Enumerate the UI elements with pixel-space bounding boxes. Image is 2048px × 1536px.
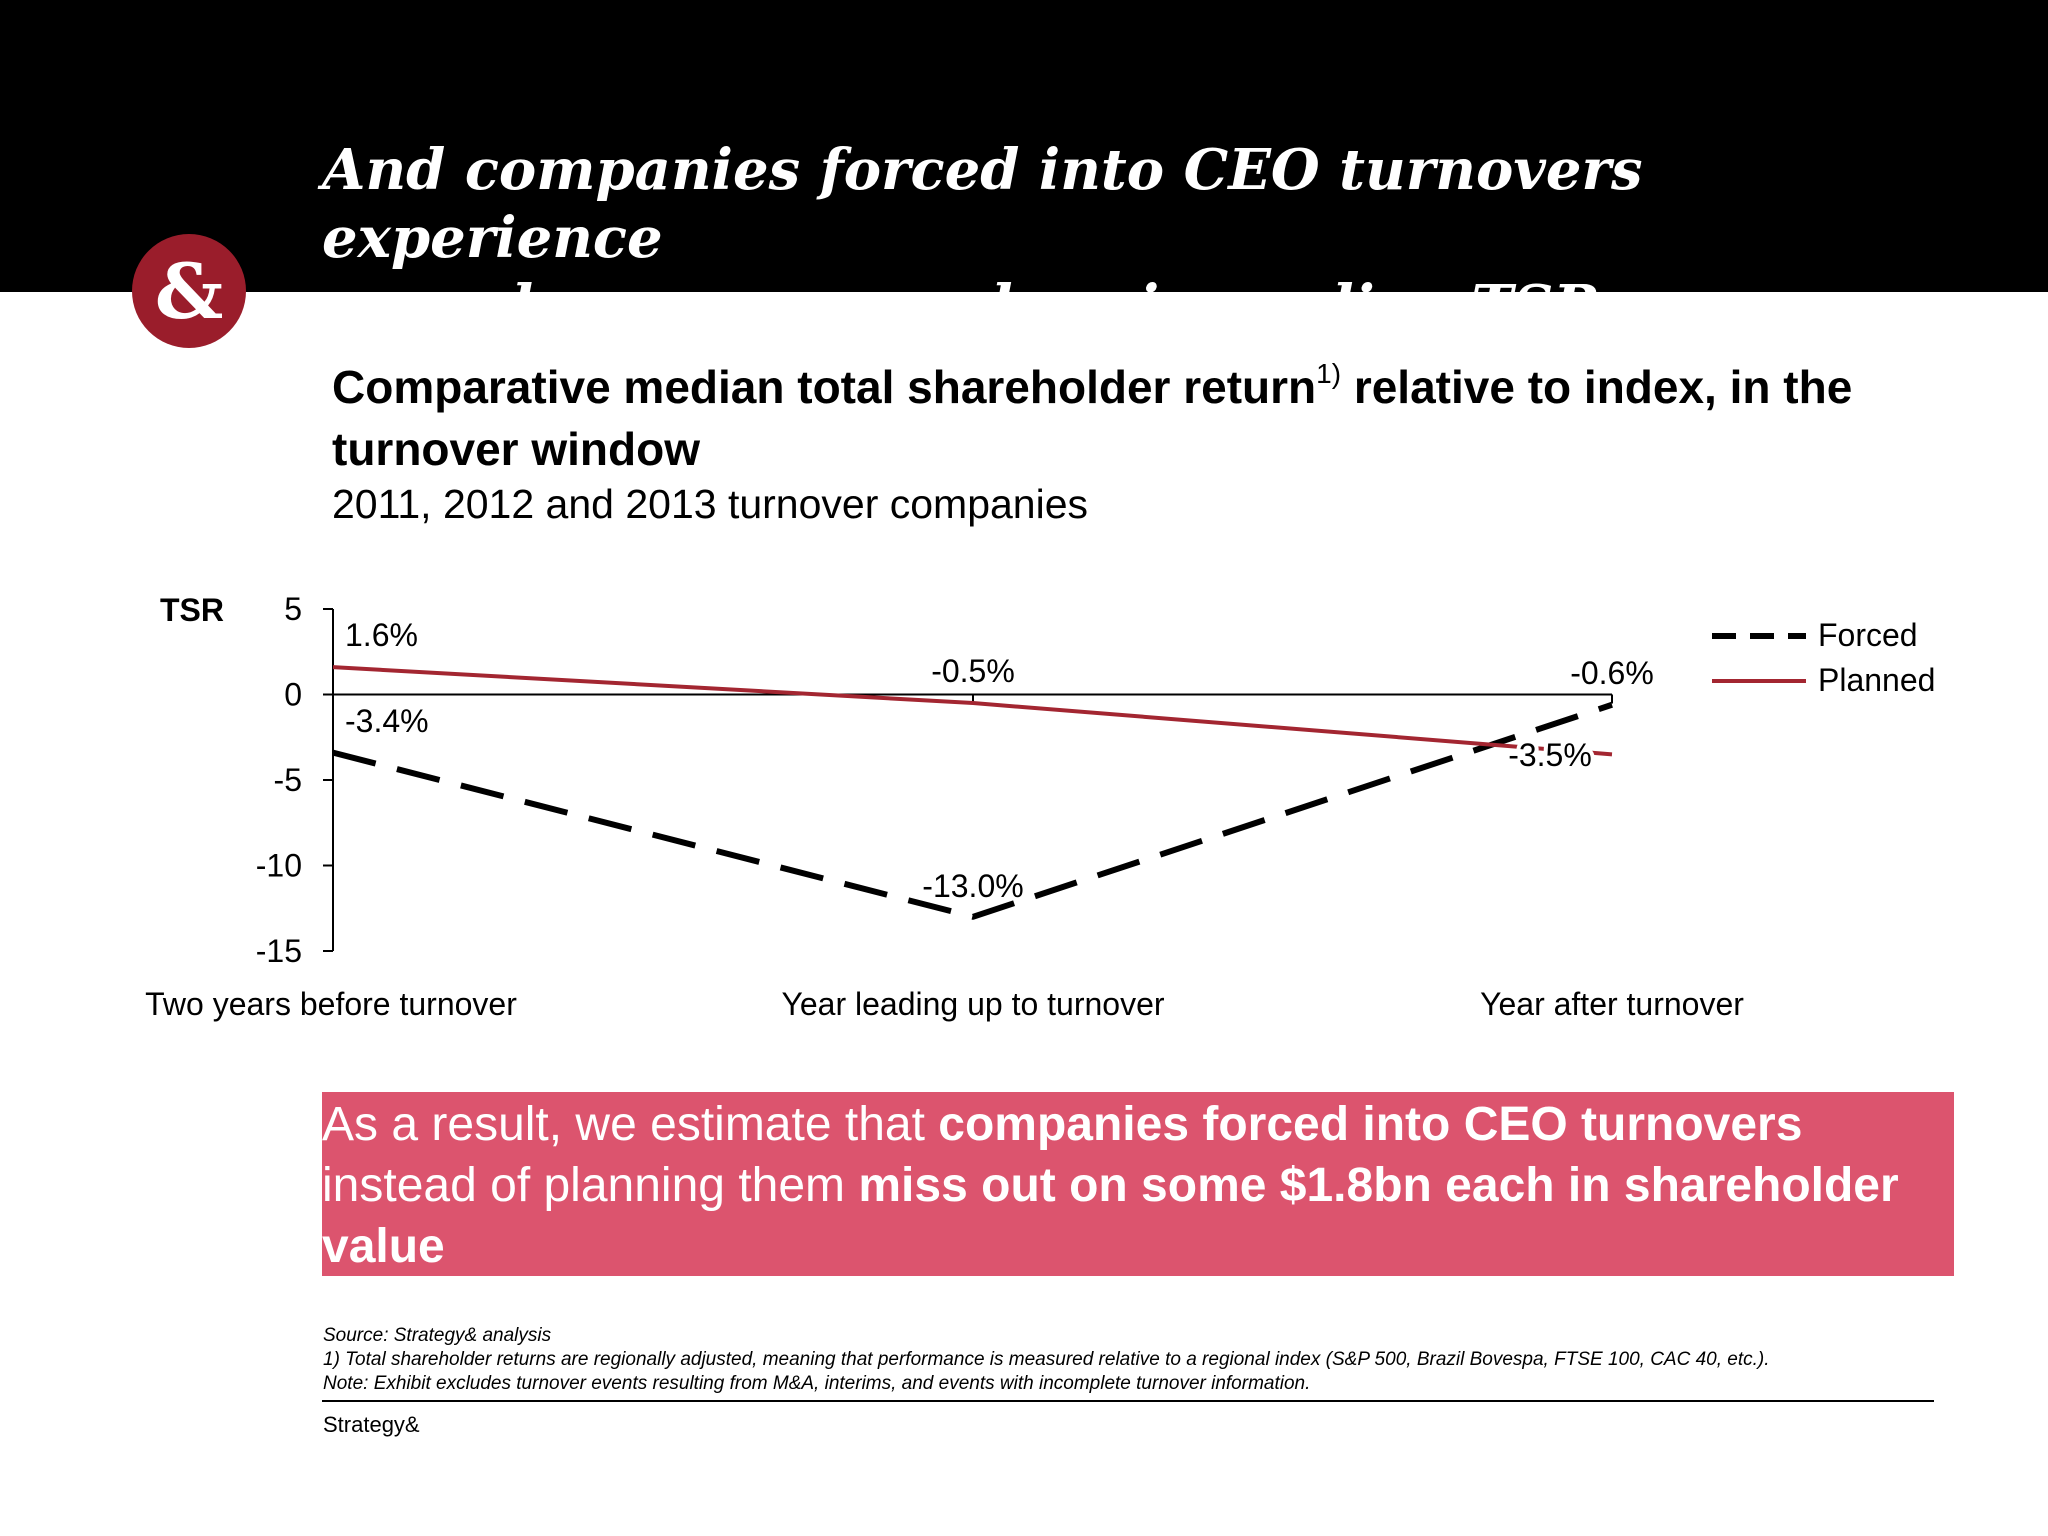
footer-brand: Strategy& [323, 1412, 420, 1437]
footnote-marker: 1) [1316, 358, 1342, 389]
legend-label-forced: Forced [1818, 617, 1918, 653]
data-label-planned: -3.5% [1508, 737, 1592, 773]
data-label-forced: -13.0% [922, 868, 1023, 904]
result-bold-1: companies forced into CEO turnovers [938, 1098, 1803, 1151]
x-category-label: Two years before turnover [145, 986, 517, 1022]
result-callout-box [322, 1092, 1954, 1276]
footer-divider [322, 1400, 1934, 1402]
data-label-forced: -3.4% [345, 703, 429, 739]
result-text-1: As a result, we estimate that [322, 1098, 939, 1151]
chart-axes: 5 0 -5 -10 -15 TSR Two years before turnover Ye… [145, 591, 1744, 1022]
footnote-1: 1) Total shareholder returns are regiona… [323, 1349, 1770, 1370]
data-label-forced: -0.6% [1570, 655, 1654, 691]
chart-title-part1: Comparative median total shareholder ret… [332, 361, 1317, 413]
exclusion-note: Note: Exhibit excludes turnover events r… [323, 1373, 1311, 1394]
x-category-label: Year after turnover [1480, 986, 1744, 1022]
data-label-planned: 1.6% [345, 617, 418, 653]
slide-title: And companies forced into CEO turnovers … [322, 137, 1643, 339]
source-note: Source: Strategy& analysis [323, 1325, 552, 1346]
chart-legend: Forced Planned [1712, 617, 1935, 698]
series-line-planned [332, 665, 1613, 757]
y-tick-label: -10 [256, 848, 302, 884]
chart-title-part2: relative to index, in the turnover windo… [332, 361, 1853, 475]
y-axis-title: TSR [160, 592, 224, 628]
y-tick-label: 5 [284, 591, 302, 627]
data-labels: -3.4% -13.0% -0.6% 1.6% -0.5% -3.5% [341, 613, 1658, 908]
footnotes: Source: Strategy& analysis 1) Total shar… [323, 1324, 1963, 1396]
data-label-planned: -0.5% [931, 653, 1015, 689]
series-lines [332, 665, 1613, 920]
y-tick-label: -15 [256, 933, 302, 969]
chart-title: Comparative median total shareholder ret… [332, 356, 1982, 480]
tsr-line-chart: 5 0 -5 -10 -15 TSR Two years before turnover Ye… [145, 591, 1935, 1022]
y-tick-label: -5 [274, 762, 302, 798]
legend-label-planned: Planned [1818, 662, 1935, 698]
strategy-ampersand-logo: & [132, 234, 246, 348]
series-line-forced [332, 701, 1613, 920]
result-bold-2: miss out on some $1.8bn each in sharehol… [322, 1159, 1899, 1273]
result-text-2: instead of planning them [322, 1159, 859, 1212]
result-callout-text: As a result, we estimate that companies … [322, 1094, 1954, 1277]
header-bar: And companies forced into CEO turnovers … [0, 0, 2048, 339]
y-tick-label: 0 [284, 677, 302, 713]
chart-subtitle: 2011, 2012 and 2013 turnover companies [332, 481, 1089, 527]
x-category-label: Year leading up to turnover [781, 986, 1164, 1022]
